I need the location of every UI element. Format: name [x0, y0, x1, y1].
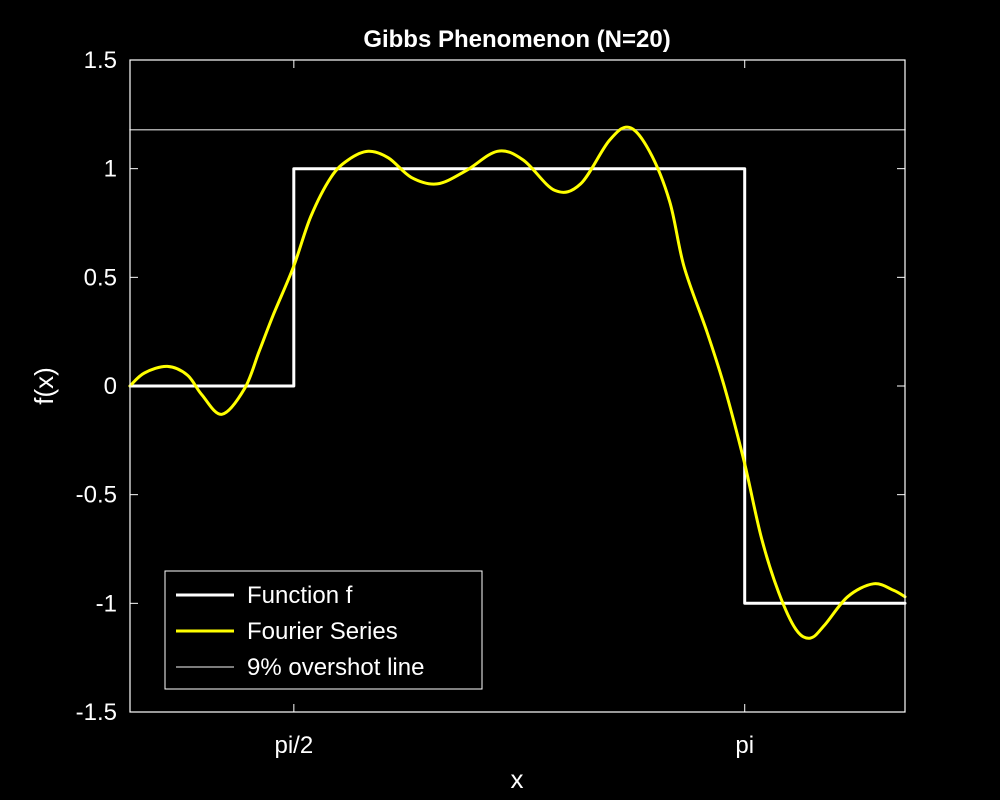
y-tick-label: -0.5 — [76, 482, 117, 509]
tick-layer: 1.5 1 0.5 0 -0.5 -1 -1.5 pi/2 pi — [76, 47, 905, 759]
y-tick-label: -1.5 — [76, 699, 117, 726]
y-tick-label: 1.5 — [84, 47, 117, 74]
y-tick-label: 1 — [104, 156, 117, 183]
x-tick-label: pi/2 — [274, 732, 313, 759]
legend-label-overshoot: 9% overshot line — [247, 654, 424, 681]
y-tick-label: 0.5 — [84, 264, 117, 291]
legend-label-function-f: Function f — [247, 582, 353, 609]
chart-title: Gibbs Phenomenon (N=20) — [363, 26, 670, 53]
series-line-fourier-series — [128, 125, 907, 640]
legend: Function f Fourier Series 9% overshot line — [164, 570, 483, 690]
series-line-function-f — [128, 167, 907, 605]
legend-label-fourier-series: Fourier Series — [247, 618, 398, 645]
y-axis-label: f(x) — [29, 367, 59, 405]
y-tick-label: -1 — [96, 590, 117, 617]
legend-entries: Function f Fourier Series 9% overshot line — [176, 582, 424, 681]
y-tick-label: 0 — [104, 373, 117, 400]
x-tick-label: pi — [735, 732, 754, 759]
x-axis-label: x — [511, 764, 524, 794]
series-layer — [128, 125, 907, 640]
